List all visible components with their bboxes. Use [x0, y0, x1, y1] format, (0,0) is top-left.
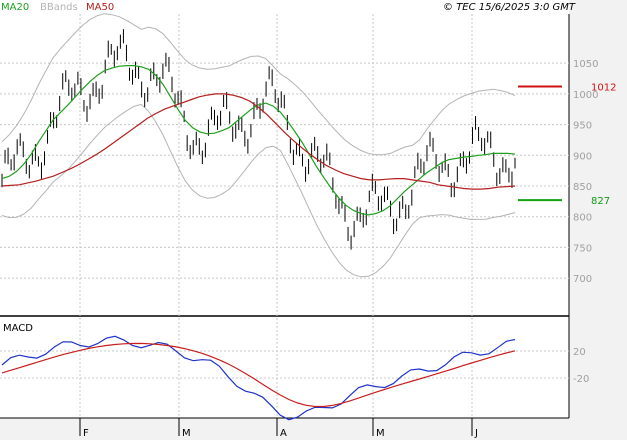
- bband-lower: [1, 103, 516, 278]
- annotation-label-1012: 1012: [591, 82, 616, 93]
- macd-tick-1: -20: [573, 374, 589, 385]
- series-ma50: [1, 93, 516, 190]
- right-axis-area: [569, 0, 627, 440]
- x-tick-A: A: [280, 428, 287, 439]
- macd-panel: [0, 317, 569, 418]
- series-macd: [1, 335, 516, 421]
- y-tick-750: 750: [573, 243, 592, 254]
- x-tick-F: F: [83, 428, 89, 439]
- macd-title: MACD: [3, 323, 33, 334]
- annotation-label-827: 827: [591, 196, 610, 207]
- moving-averages: [1, 64, 516, 216]
- macd-y-axis: 20 -20: [573, 347, 589, 385]
- x-tick-M: M: [376, 428, 385, 439]
- y-tick-850: 850: [573, 182, 592, 193]
- bollinger-bands: [1, 13, 516, 278]
- y-tick-800: 800: [573, 213, 592, 224]
- y-tick-700: 700: [573, 274, 592, 285]
- x-tick-M: M: [182, 428, 191, 439]
- macd-tick-0: 20: [573, 347, 586, 358]
- legend-ma50: MA50: [86, 2, 114, 13]
- gridlines: [0, 14, 569, 418]
- series-signal: [1, 342, 516, 408]
- bband-upper: [1, 13, 516, 156]
- price-y-axis: 700 750 800 850 900 950 1000 1050: [573, 59, 598, 285]
- y-tick-1000: 1000: [573, 90, 598, 101]
- copyright-text: © TEC 15/6/2025 3:0 GMT: [443, 2, 576, 13]
- legend-ma20: MA20: [1, 2, 29, 13]
- macd-lines: [1, 335, 516, 421]
- x-tick-J: J: [474, 428, 478, 439]
- y-tick-950: 950: [573, 121, 592, 132]
- price-panel: [0, 14, 569, 315]
- bottom-axis-area: [0, 418, 627, 440]
- series-ma20: [1, 64, 516, 216]
- price-annotations: 1012 827: [518, 82, 616, 207]
- y-tick-1050: 1050: [573, 59, 598, 70]
- price-bars: [1, 29, 516, 250]
- legend-bbands: BBands: [40, 2, 78, 13]
- y-tick-900: 900: [573, 151, 592, 162]
